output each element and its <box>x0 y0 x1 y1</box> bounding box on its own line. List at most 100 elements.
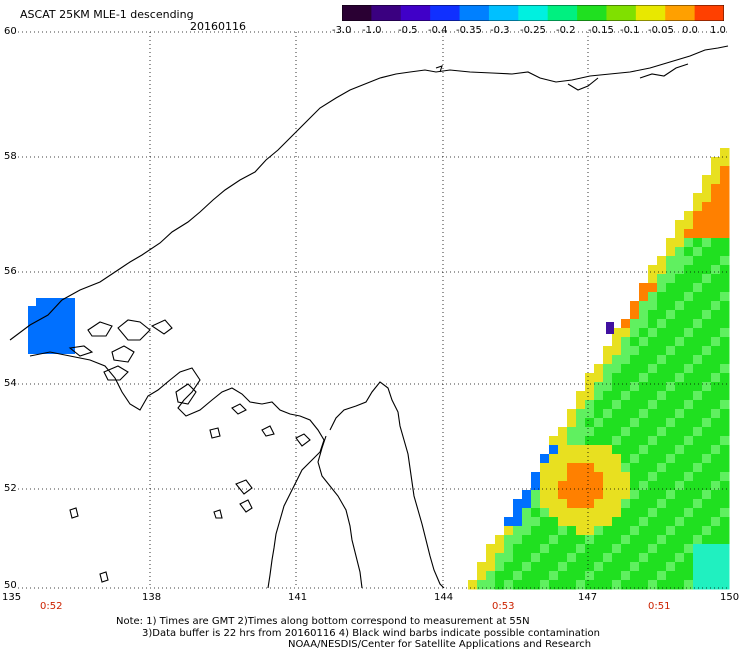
swath-cell <box>621 328 631 338</box>
swath-cell <box>666 364 676 374</box>
swath-cell <box>684 544 694 554</box>
swath-cell <box>720 310 730 320</box>
swath-cell <box>720 517 730 527</box>
swath-cell <box>675 229 685 239</box>
swath-cell <box>702 490 712 500</box>
swath-cell <box>711 553 721 563</box>
swath-cell <box>666 553 676 563</box>
swath-cell <box>549 481 559 491</box>
swath-cell <box>720 418 730 428</box>
swath-cell <box>639 463 649 473</box>
swath-cell <box>720 526 730 536</box>
swath-cell <box>666 481 676 491</box>
swath-cell <box>630 481 640 491</box>
swath-cell <box>567 481 577 491</box>
colorbar-label: 0.0 <box>682 25 698 36</box>
swath-cell <box>684 310 694 320</box>
swath-cell <box>675 310 685 320</box>
swath-cell <box>585 553 595 563</box>
swath-cell <box>648 427 658 437</box>
swath-cell <box>657 328 667 338</box>
swath-cell <box>693 499 703 509</box>
swath-cell <box>612 580 622 590</box>
swath-cell <box>576 472 586 482</box>
swath-cell <box>666 445 676 455</box>
swath-cell <box>693 472 703 482</box>
swath-cell <box>639 301 649 311</box>
swath-cell <box>702 472 712 482</box>
swath-cell <box>567 517 577 527</box>
colorbar-cell <box>635 5 666 21</box>
swath-cell <box>621 481 631 491</box>
swath-cell <box>657 346 667 356</box>
swath-cell <box>684 517 694 527</box>
swath-cell <box>594 454 604 464</box>
swath-cell <box>603 526 613 536</box>
swath-cell <box>576 490 586 500</box>
swath-cell <box>558 499 568 509</box>
swath-cell <box>549 472 559 482</box>
swath-cell <box>684 445 694 455</box>
swath-cell <box>693 436 703 446</box>
swath-cell <box>657 526 667 536</box>
swath-cell <box>630 580 640 590</box>
swath-cell <box>675 571 685 581</box>
swath-cell <box>711 391 721 401</box>
swath-cell <box>639 391 649 401</box>
swath-cell <box>585 472 595 482</box>
swath-cell <box>612 382 622 392</box>
swath-cell <box>684 499 694 509</box>
swath-cell <box>666 508 676 518</box>
swath-cell <box>513 544 523 554</box>
swath-cell <box>486 580 496 590</box>
swath-cell <box>693 220 703 230</box>
swath-cell <box>666 526 676 536</box>
swath-cell <box>675 508 685 518</box>
swath-cell <box>621 436 631 446</box>
swath-cell <box>666 418 676 428</box>
swath-cell <box>576 508 586 518</box>
swath-cell <box>639 544 649 554</box>
swath-cell <box>639 499 649 509</box>
lon-label: 138 <box>142 592 162 603</box>
swath-cell <box>711 499 721 509</box>
swath-cell <box>594 427 604 437</box>
colorbar-cell <box>665 5 696 21</box>
swath-cell <box>666 238 676 248</box>
swath-cell <box>657 382 667 392</box>
swath-cell <box>657 355 667 365</box>
swath-cell <box>720 220 730 230</box>
swath-cell <box>621 373 631 383</box>
swath-cell <box>675 580 685 590</box>
swath-cell <box>585 436 595 446</box>
swath-cell <box>612 499 622 509</box>
swath-cell <box>702 571 712 581</box>
swath-cell <box>693 445 703 455</box>
swath-cell <box>657 292 667 302</box>
swath-cell <box>567 436 577 446</box>
swath-cell <box>711 220 721 230</box>
lon-label: 141 <box>288 592 308 603</box>
swath-cell <box>702 445 712 455</box>
swath-cell <box>621 445 631 455</box>
swath-cell <box>612 481 622 491</box>
swath-cell <box>684 427 694 437</box>
swath-cell <box>621 364 631 374</box>
swath-cell <box>711 301 721 311</box>
swath-cell <box>585 544 595 554</box>
swath-cell <box>675 274 685 284</box>
swath-cell <box>648 301 658 311</box>
swath-cell <box>648 436 658 446</box>
swath-cell <box>693 526 703 536</box>
swath-cell <box>549 445 559 455</box>
swath-cell <box>702 454 712 464</box>
swath-cell <box>711 157 721 167</box>
swath-cell <box>666 571 676 581</box>
swath-cell <box>630 337 640 347</box>
swath-cell <box>621 472 631 482</box>
swath-cell <box>666 301 676 311</box>
swath-cell <box>648 292 658 302</box>
swath-cell <box>621 409 631 419</box>
swath-cell <box>657 445 667 455</box>
swath-cell <box>666 463 676 473</box>
